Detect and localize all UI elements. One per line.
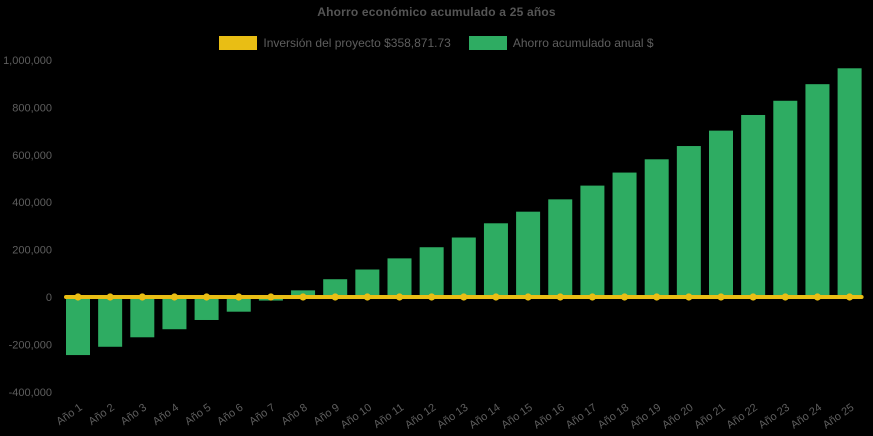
bar-year-15 bbox=[516, 211, 541, 297]
investment-line-marker bbox=[106, 293, 114, 301]
bar-year-10 bbox=[355, 269, 380, 297]
bar-year-23 bbox=[773, 100, 798, 297]
investment-line-marker bbox=[846, 293, 854, 301]
investment-line-marker bbox=[653, 293, 661, 301]
bar-year-4 bbox=[162, 297, 187, 330]
legend-label-savings: Ahorro acumulado anual $ bbox=[512, 36, 654, 50]
investment-line-marker bbox=[138, 293, 146, 301]
investment-line-marker bbox=[588, 293, 597, 301]
investment-line-marker bbox=[395, 293, 404, 301]
x-axis-label: Año 1 bbox=[54, 402, 84, 428]
bar-year-12 bbox=[419, 247, 444, 297]
x-axis-label: Año 2 bbox=[86, 402, 116, 428]
x-axis-label: Año 17 bbox=[564, 402, 599, 432]
investment-line-marker bbox=[235, 293, 243, 301]
x-axis-label: Año 7 bbox=[247, 402, 277, 428]
bar-year-19 bbox=[644, 159, 669, 297]
x-axis-label: Año 3 bbox=[119, 402, 149, 428]
chart-title: Ahorro económico acumulado a 25 años bbox=[317, 5, 556, 19]
legend-label-investment: Inversión del proyecto $358,871.73 bbox=[263, 36, 451, 50]
bar-year-18 bbox=[612, 172, 637, 297]
x-axis-label: Año 13 bbox=[435, 402, 470, 432]
x-axis-label: Año 8 bbox=[279, 402, 309, 428]
bar-year-2 bbox=[98, 297, 123, 347]
legend: Inversión del proyecto $358,871.73 Ahorr… bbox=[0, 36, 873, 50]
bar-year-14 bbox=[483, 223, 508, 297]
x-axis-label: Año 9 bbox=[311, 402, 341, 428]
investment-line-marker bbox=[556, 293, 564, 301]
y-axis-tick-label: -200,000 bbox=[9, 339, 52, 351]
bar-year-13 bbox=[451, 237, 476, 297]
x-axis-label: Año 18 bbox=[596, 402, 631, 432]
bar-year-1 bbox=[66, 297, 90, 356]
x-axis-label: Año 12 bbox=[403, 402, 438, 432]
legend-item-savings: Ahorro acumulado anual $ bbox=[468, 36, 654, 50]
bar-year-11 bbox=[387, 258, 412, 297]
x-axis-label: Año 11 bbox=[371, 402, 406, 431]
y-axis-tick-label: 0 bbox=[46, 292, 52, 304]
investment-line-marker bbox=[492, 293, 500, 301]
investment-line-marker bbox=[717, 293, 725, 301]
investment-line-marker bbox=[460, 293, 468, 301]
x-axis-label: Año 25 bbox=[821, 402, 856, 432]
bar-year-6 bbox=[226, 297, 251, 312]
bar-year-16 bbox=[548, 199, 573, 297]
investment-line-marker bbox=[331, 293, 339, 301]
x-axis-label: Año 6 bbox=[215, 402, 245, 428]
bar-year-22 bbox=[741, 114, 766, 297]
x-axis-label: Año 20 bbox=[660, 402, 695, 432]
legend-item-investment: Inversión del proyecto $358,871.73 bbox=[219, 36, 451, 50]
investment-line-marker bbox=[363, 293, 371, 301]
x-axis-label: Año 21 bbox=[692, 402, 727, 432]
y-axis-tick-label: 400,000 bbox=[12, 197, 52, 209]
x-axis-label: Año 15 bbox=[499, 402, 534, 432]
bar-year-24 bbox=[805, 84, 830, 297]
bar-year-3 bbox=[130, 297, 155, 338]
x-axis-label: Año 22 bbox=[724, 402, 759, 432]
bar-year-5 bbox=[194, 297, 219, 320]
x-axis-label: Año 10 bbox=[339, 402, 374, 432]
investment-line-marker bbox=[170, 293, 179, 301]
investment-line-marker bbox=[813, 293, 822, 301]
bar-year-20 bbox=[676, 146, 701, 297]
x-axis-label: Año 14 bbox=[467, 402, 502, 432]
legend-swatch-savings bbox=[468, 36, 507, 50]
investment-line-marker bbox=[299, 293, 307, 301]
investment-line-marker bbox=[203, 293, 211, 301]
y-axis-tick-label: 600,000 bbox=[12, 150, 52, 162]
legend-swatch-investment bbox=[219, 36, 258, 50]
y-axis-tick-label: -400,000 bbox=[9, 387, 52, 399]
bar-year-21 bbox=[709, 130, 733, 297]
investment-line-marker bbox=[749, 293, 757, 301]
x-axis-label: Año 24 bbox=[789, 402, 824, 432]
x-axis-label: Año 5 bbox=[183, 402, 213, 428]
investment-line-marker bbox=[428, 293, 436, 301]
investment-line-marker bbox=[524, 293, 532, 301]
investment-line-marker bbox=[620, 293, 629, 301]
y-axis-tick-label: 200,000 bbox=[12, 245, 52, 257]
y-axis-tick-label: 1,000,000 bbox=[3, 55, 52, 67]
bar-year-17 bbox=[580, 185, 605, 297]
x-axis-label: Año 19 bbox=[628, 402, 663, 432]
bar-year-9 bbox=[323, 279, 348, 297]
x-axis-label: Año 16 bbox=[532, 402, 567, 432]
x-axis-label: Año 4 bbox=[151, 402, 181, 428]
investment-line-marker bbox=[267, 293, 275, 301]
investment-line-marker bbox=[685, 293, 693, 301]
investment-line-marker bbox=[74, 293, 82, 301]
y-axis-tick-label: 800,000 bbox=[12, 102, 52, 114]
investment-line-marker bbox=[781, 293, 789, 301]
bar-year-25 bbox=[837, 68, 862, 297]
x-axis-label: Año 23 bbox=[757, 402, 792, 432]
